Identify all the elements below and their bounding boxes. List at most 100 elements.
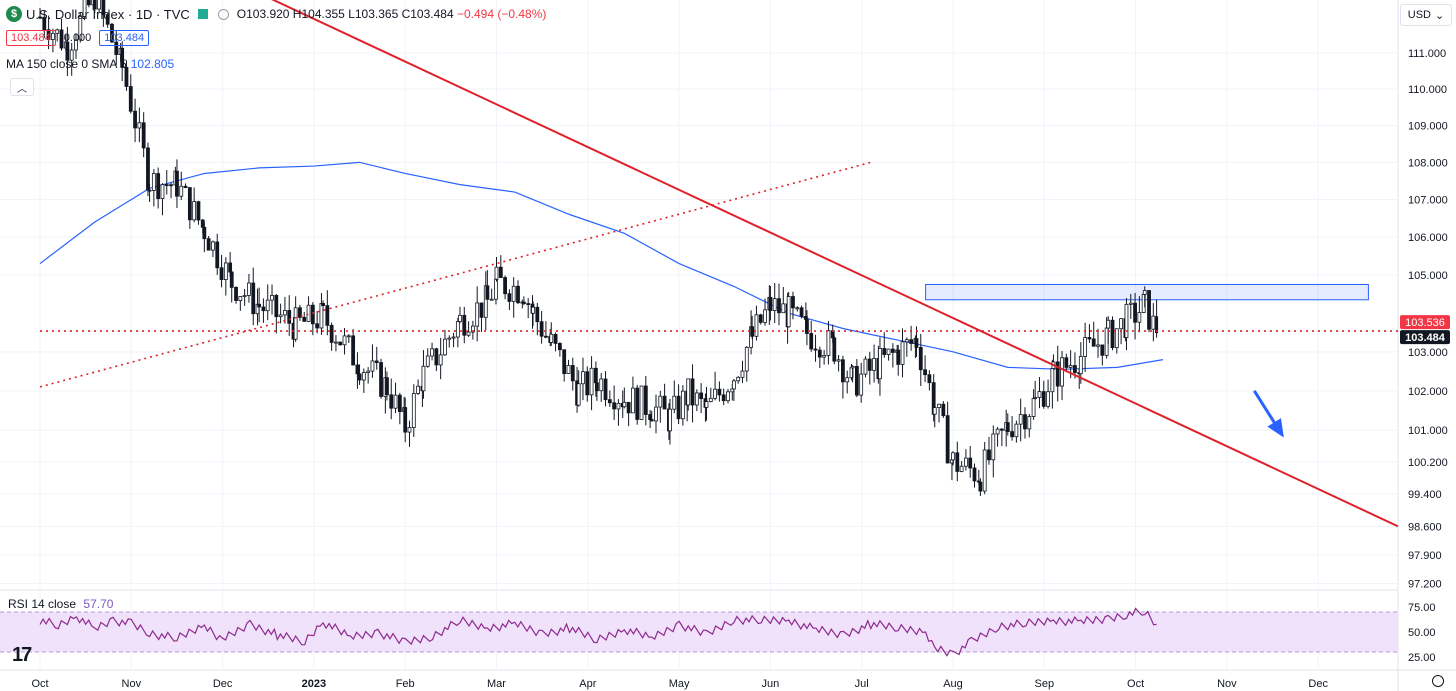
candle-up [708, 397, 713, 403]
candle-down [302, 317, 307, 322]
candle-up [730, 388, 735, 393]
ask-price[interactable]: 103.484 [99, 30, 150, 46]
ma-value: 102.805 [130, 57, 175, 71]
candle-down [298, 307, 302, 318]
candle-up [937, 403, 941, 409]
candle-down [1010, 431, 1014, 438]
candle-down [251, 282, 256, 315]
candle-up [179, 185, 184, 197]
candle-up [1128, 302, 1133, 305]
candle-up [1027, 416, 1032, 430]
candle-up [1060, 357, 1064, 387]
candle-up [1068, 365, 1073, 368]
bid-price[interactable]: 103.484 [6, 30, 56, 46]
currency-selector[interactable]: USD ⌄ [1400, 4, 1452, 26]
candle-down [124, 66, 129, 87]
symbol-title[interactable]: U.S. Dollar Index · 1D · TVC [26, 6, 190, 22]
rsi-tick-label: 25.00 [1408, 652, 1436, 664]
candle-down [626, 401, 631, 414]
settings-icon[interactable] [1432, 675, 1444, 687]
candle-down [521, 301, 526, 304]
time-tick-label: Apr [579, 678, 596, 690]
candle-up [361, 372, 366, 381]
candle-down [841, 359, 845, 383]
collapse-legend-button[interactable]: ︿ [10, 78, 34, 96]
candle-up [904, 339, 909, 343]
candle-down [59, 29, 64, 49]
candle-up [494, 266, 499, 280]
status-icon [217, 8, 229, 20]
candle-down [219, 267, 224, 280]
candle-up [763, 309, 767, 323]
candle-up [622, 401, 627, 408]
candle-down [120, 47, 125, 68]
candle-down [228, 262, 233, 273]
rsi-tick-label: 75.00 [1408, 602, 1436, 614]
candle-down [1155, 316, 1159, 334]
candle-down [557, 343, 562, 351]
candle-down [923, 369, 927, 376]
candle-down [799, 307, 804, 317]
price-tick-label: 102.000 [1408, 386, 1448, 398]
candle-down [1091, 338, 1096, 347]
candle-down [607, 399, 612, 404]
change-value: −0.494 (−0.48%) [456, 7, 547, 21]
candle-down [972, 467, 977, 482]
ma-legend[interactable]: MA 150 close 0 SMA 5 102.805 [6, 57, 174, 71]
candle-up [1033, 397, 1038, 399]
candle-up [494, 278, 498, 300]
candle-up [425, 355, 430, 367]
candle-up [576, 383, 581, 406]
candle-down [234, 287, 238, 301]
candle-down [351, 335, 356, 366]
candle-down [434, 348, 439, 366]
price-tag-last [1400, 330, 1450, 345]
candle-down [355, 364, 360, 375]
candle-down [643, 385, 648, 415]
rsi-legend[interactable]: RSI 14 close 57.70 [8, 597, 113, 611]
candle-up [599, 378, 604, 392]
candle-down [169, 184, 173, 187]
candle-up [319, 303, 324, 329]
candle-down [338, 341, 343, 346]
candle-down [553, 333, 558, 344]
candle-down [817, 349, 822, 358]
price-tick-label: 97.200 [1408, 579, 1442, 591]
candle-up [511, 285, 516, 302]
tradingview-logo-icon[interactable]: 17 [12, 644, 32, 666]
candle-up [443, 338, 447, 356]
candle-up [466, 331, 471, 336]
candle-up [192, 201, 197, 221]
candle-up [82, 0, 87, 17]
price-tick-label: 97.900 [1408, 550, 1442, 562]
candle-up [786, 296, 791, 328]
resistance-zone [925, 283, 1369, 301]
candle-up [878, 348, 882, 380]
candle-down [750, 326, 755, 337]
candle-down [570, 365, 575, 382]
candle-up [859, 373, 864, 396]
candle-down [1087, 337, 1092, 340]
candle-down [909, 339, 914, 344]
symbol-legend[interactable]: $ U.S. Dollar Index · 1D · TVC O103.920 … [6, 6, 546, 22]
candle-up [455, 321, 460, 338]
candle-down [1147, 290, 1151, 330]
candle-down [287, 310, 292, 324]
price-tick-label: 108.000 [1408, 157, 1448, 169]
candle-down [38, 16, 42, 19]
candle-up [639, 385, 644, 420]
candle-down [310, 304, 315, 325]
candle-up [265, 299, 270, 312]
candle-down [175, 170, 179, 197]
candle-down [721, 394, 726, 402]
candle-up [1104, 327, 1109, 356]
candle-up [447, 337, 452, 340]
candle-down [46, 29, 51, 40]
candle-down [147, 189, 152, 192]
candle-up [489, 298, 494, 301]
candle-down [462, 314, 467, 336]
candle-up [951, 452, 955, 461]
candle-down [315, 323, 320, 329]
candle-down [1055, 361, 1060, 387]
